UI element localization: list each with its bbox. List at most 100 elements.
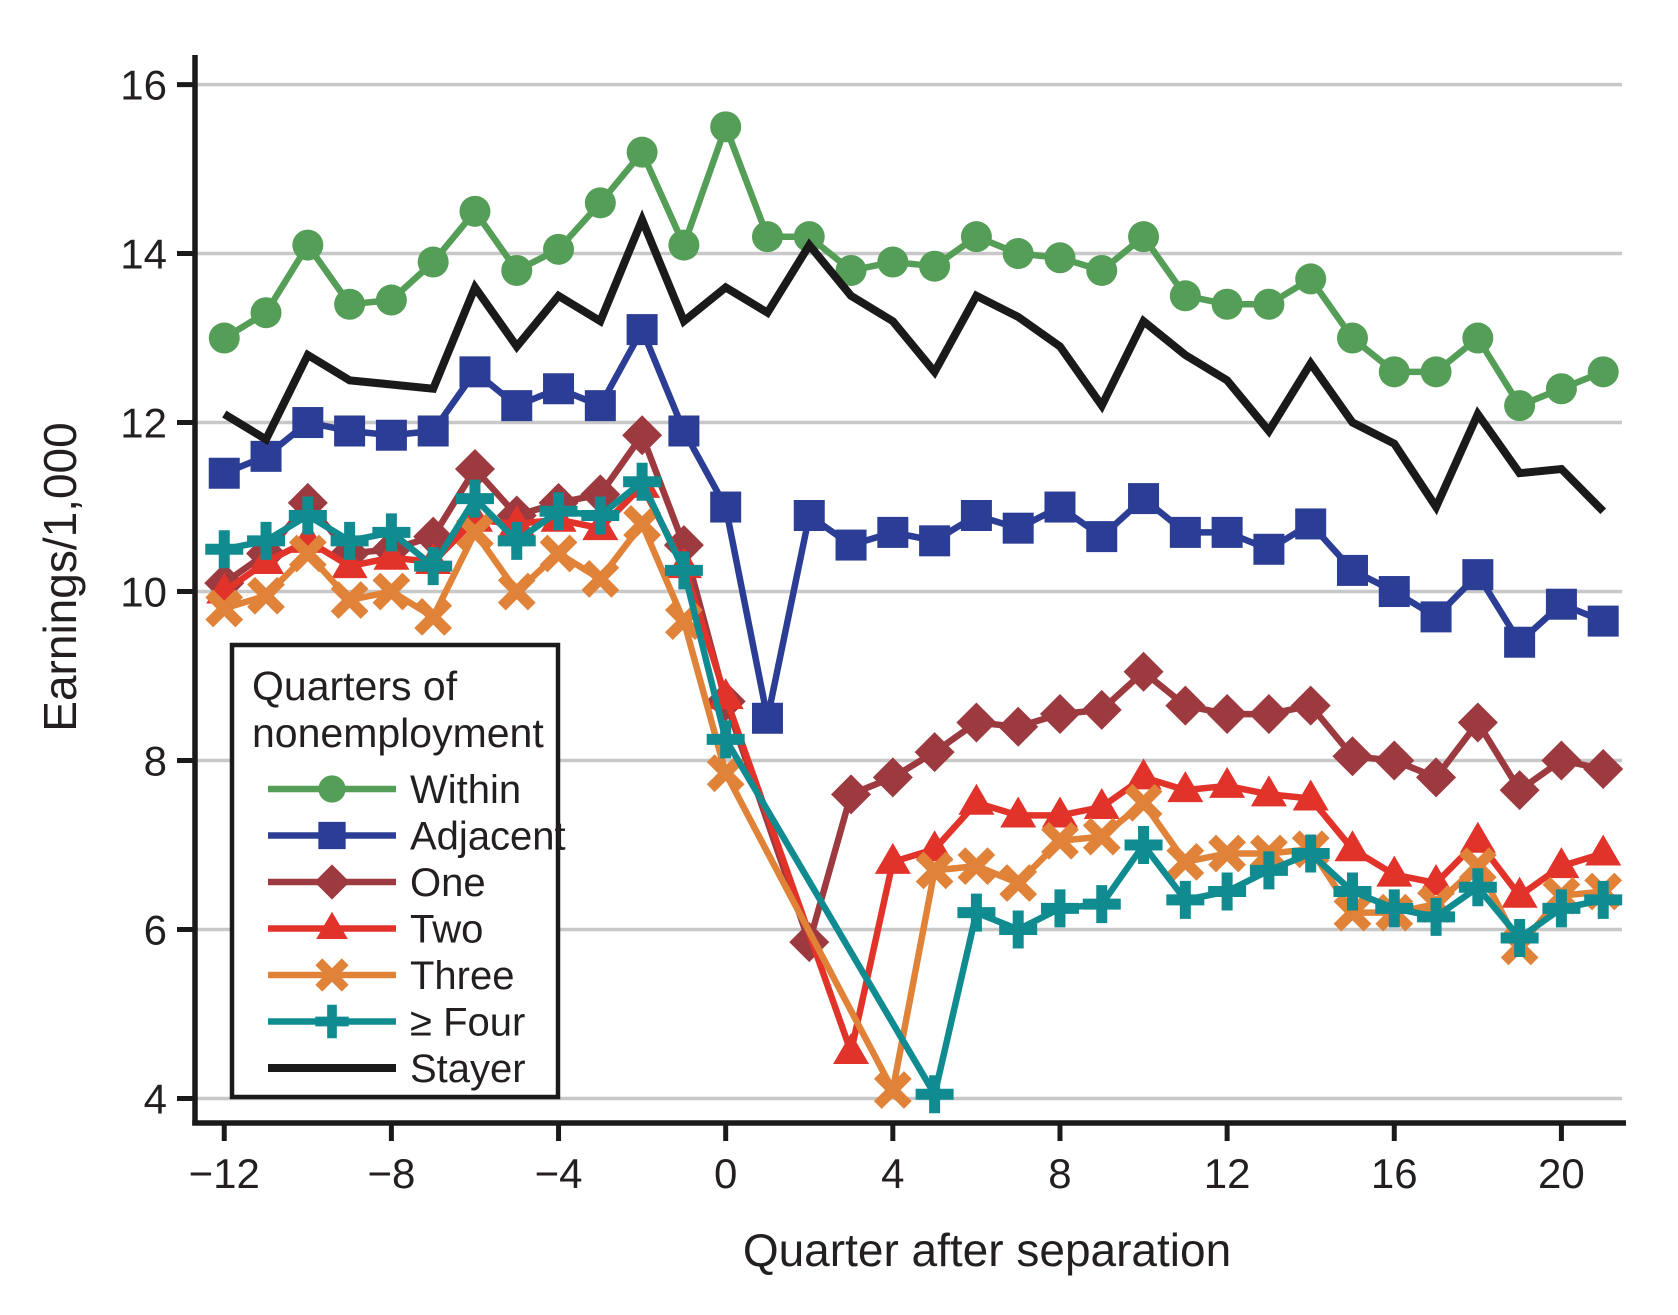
legend-entry-label: Two <box>410 908 483 952</box>
legend-entry-label: Three <box>410 954 515 998</box>
series-marker-q17 <box>1418 864 1455 896</box>
series-marker-q21 <box>1587 356 1619 388</box>
series-marker-q-8 <box>373 538 410 570</box>
y-tick-label-10: 10 <box>120 569 167 616</box>
series-marker-q-1 <box>668 229 700 261</box>
series-marker-q7 <box>999 864 1038 902</box>
y-tick-label-14: 14 <box>120 231 167 278</box>
series-marker-q3 <box>831 774 872 815</box>
series-marker-q13 <box>1253 288 1285 320</box>
legend-entry-four: ≥ Four <box>268 1001 525 1045</box>
series-marker-q-3 <box>581 559 620 598</box>
series-marker-q-6 <box>459 195 491 227</box>
x-tick-label--8: −8 <box>367 1150 415 1197</box>
series-marker-q0 <box>710 111 742 143</box>
series-marker-q4 <box>873 1071 912 1109</box>
series-four <box>205 462 1623 1114</box>
series-marker-q12 <box>1207 694 1248 735</box>
legend-entry-one: One <box>268 861 486 905</box>
series-marker-q-9 <box>334 288 366 320</box>
series-marker-q16 <box>1378 356 1410 388</box>
series-marker-q15 <box>1336 322 1368 354</box>
series-marker-q17 <box>1420 601 1452 633</box>
series-marker-q-3 <box>584 187 616 219</box>
series-marker-q2 <box>793 499 825 531</box>
series-marker-q18 <box>1459 821 1496 853</box>
series-marker-q12 <box>1211 288 1243 320</box>
x-axis-title: Quarter after separation <box>743 1224 1231 1276</box>
series-marker-q10 <box>1124 783 1163 822</box>
series-marker-q3 <box>833 1033 870 1065</box>
series-marker-q-6 <box>454 449 495 490</box>
series-marker-q10 <box>1128 483 1160 515</box>
x-tick-label-4: 4 <box>881 1150 904 1197</box>
series-marker-q9 <box>1081 689 1122 730</box>
series-marker-q8 <box>1044 242 1076 274</box>
series-line <box>222 209 1607 516</box>
series-marker-q0 <box>706 754 745 793</box>
series-marker-q15 <box>1334 830 1371 862</box>
series-marker-q19 <box>1499 770 1540 811</box>
series-adjacent <box>208 314 1619 734</box>
series-marker-q-3 <box>584 390 616 422</box>
series-marker-q8 <box>1044 491 1076 523</box>
series-marker-q-9 <box>334 415 366 447</box>
y-tick-label-4: 4 <box>144 1075 167 1122</box>
series-marker-q16 <box>1374 740 1415 781</box>
series-marker-q11 <box>1165 685 1206 726</box>
series-marker-q11 <box>1167 771 1204 803</box>
series-marker-q13 <box>1253 533 1285 565</box>
legend-entry-stayer: Stayer <box>268 1047 526 1091</box>
legend-entry-marker <box>318 821 346 850</box>
series-marker-q-1 <box>668 415 700 447</box>
series-marker-q9 <box>1083 787 1120 819</box>
series-marker-q-7 <box>414 597 453 636</box>
legend-entry-marker <box>316 911 348 940</box>
series-marker-q15 <box>1336 554 1368 586</box>
series-marker-q6 <box>957 847 996 886</box>
series-marker-q10 <box>1125 758 1162 790</box>
legend-entry-adjacent: Adjacent <box>268 815 566 859</box>
series-marker-q4 <box>877 516 909 548</box>
y-axis-title: Earnings/1,000 <box>34 422 86 731</box>
series-marker-q-6 <box>456 513 494 552</box>
series-marker-q11 <box>1169 280 1201 312</box>
axes: 4 6 8 10 12 14 16 −12 −8 −4 0 4 8 12 16 20 <box>120 55 1626 1197</box>
series-marker-q-12 <box>208 457 240 489</box>
series-marker-q9 <box>1086 254 1118 286</box>
x-tick-label-8: 8 <box>1048 1150 1071 1197</box>
x-tick-label-12: 12 <box>1204 1150 1251 1197</box>
series-marker-q-5 <box>501 254 533 286</box>
series-marker-q7 <box>998 706 1039 747</box>
series-marker-q7 <box>1000 796 1037 828</box>
series-marker-q5 <box>914 732 955 773</box>
series-marker-q-11 <box>250 440 282 472</box>
series-marker-q14 <box>1295 508 1327 540</box>
series-marker-q20 <box>1543 847 1580 879</box>
x-tick-label-16: 16 <box>1371 1150 1418 1197</box>
series-marker-q8 <box>1039 694 1080 735</box>
series-marker-q17 <box>1420 356 1452 388</box>
legend-entry-marker <box>315 958 349 992</box>
legend-title-line1: Quarters of <box>252 663 458 709</box>
series-marker-q2 <box>793 221 825 253</box>
y-tick-label-6: 6 <box>144 907 167 954</box>
series-marker-q1 <box>751 221 783 253</box>
series-marker-q5 <box>916 830 953 862</box>
legend-entry-two: Two <box>268 908 483 952</box>
series-marker-q-7 <box>417 246 449 278</box>
series-marker-q6 <box>956 702 997 743</box>
series-marker-q15 <box>1333 893 1372 932</box>
series-marker-q21 <box>1583 748 1624 789</box>
series-marker-q12 <box>1208 834 1247 873</box>
series-marker-q6 <box>960 221 992 253</box>
series-marker-q-2 <box>623 505 662 543</box>
x-tick-label--12: −12 <box>189 1150 260 1197</box>
series-marker-q5 <box>919 525 951 557</box>
series-marker-q16 <box>1376 855 1413 887</box>
series-marker-q11 <box>1166 843 1205 881</box>
series-marker-q-8 <box>372 572 411 611</box>
legend: Quarters of nonemployment WithinAdjacent… <box>229 642 566 1100</box>
